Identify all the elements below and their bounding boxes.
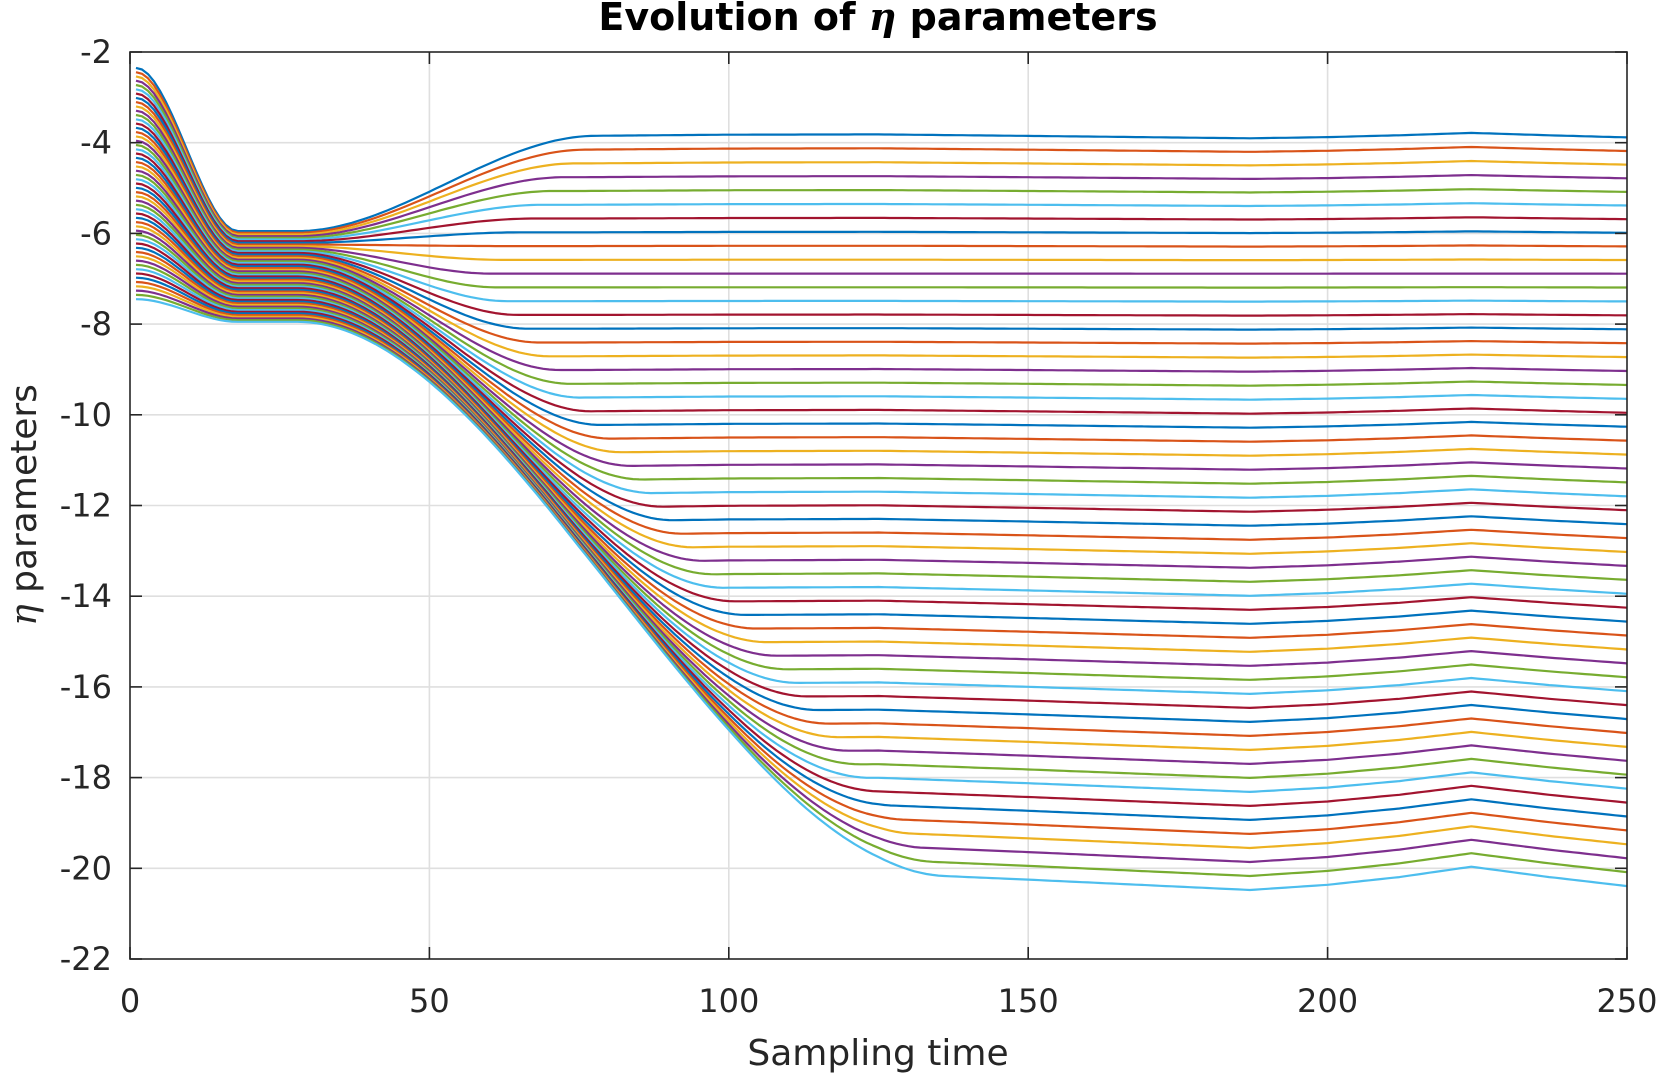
series-line: [135, 118, 1627, 303]
x-axis-label: Sampling time: [747, 1033, 1008, 1074]
series-line: [135, 225, 1628, 653]
series-line: [135, 92, 1628, 243]
series-line: [135, 182, 1628, 513]
series-line: [135, 293, 1628, 878]
x-tick-label: 250: [1596, 982, 1657, 1020]
series-line: [135, 143, 1628, 387]
series-line: [135, 221, 1628, 639]
series-line: [135, 83, 1628, 239]
y-tick-label: -12: [60, 487, 112, 525]
y-tick-label: -18: [60, 759, 112, 797]
series-line: [135, 105, 1627, 262]
y-tick-label: -6: [80, 214, 112, 252]
series-line: [135, 156, 1628, 429]
y-tick-label: -14: [60, 577, 112, 615]
y-tick-label: -16: [60, 668, 112, 706]
y-tick-label: -10: [60, 396, 112, 434]
series-line: [135, 298, 1628, 892]
chart-title: Evolution of η parameters: [598, 0, 1157, 39]
series-line: [135, 169, 1628, 471]
series-line: [135, 280, 1628, 835]
y-tick-label: -22: [60, 940, 112, 978]
series-line: [135, 272, 1628, 807]
series-line: [135, 238, 1628, 695]
series-line: [135, 255, 1628, 751]
series-line: [135, 71, 1628, 234]
series-line: [135, 178, 1628, 499]
series-line: [135, 173, 1628, 485]
series-line: [135, 250, 1628, 737]
series-line: [135, 152, 1628, 415]
series-line: [135, 268, 1628, 793]
series-line: [135, 161, 1628, 443]
series-line: [135, 135, 1628, 359]
series-line: [135, 122, 1628, 317]
series-line: [135, 229, 1628, 667]
series-line: [135, 75, 1628, 236]
series-group: [135, 66, 1628, 892]
series-line: [135, 212, 1628, 611]
series-line: [135, 148, 1628, 401]
series-line: [135, 208, 1628, 597]
series-line: [135, 199, 1628, 569]
series-line: [135, 276, 1628, 821]
series-line: [135, 191, 1628, 541]
y-tick-label: -4: [80, 124, 112, 162]
y-axis-label: η parameters: [4, 384, 45, 626]
x-tick-label: 0: [120, 982, 140, 1020]
series-line: [135, 246, 1628, 723]
series-line: [135, 195, 1628, 555]
series-line: [135, 113, 1627, 289]
series-line: [135, 96, 1628, 244]
x-tick-label: 150: [998, 982, 1059, 1020]
y-tick-labels: -2 -4 -6 -8 -10 -12 -14 -16 -18 -20 -22: [60, 33, 112, 978]
x-tick-label: 200: [1297, 982, 1358, 1020]
series-line: [135, 131, 1628, 345]
series-line: [135, 66, 1628, 233]
series-line: [135, 242, 1628, 709]
series-line: [135, 233, 1628, 681]
series-line: [135, 216, 1628, 625]
y-tick-label: -2: [80, 33, 112, 71]
series-line: [135, 259, 1628, 765]
series-line: [135, 203, 1628, 583]
series-line: [135, 139, 1628, 373]
series-line: [135, 186, 1628, 527]
x-tick-label: 100: [698, 982, 759, 1020]
series-line: [135, 289, 1628, 864]
ticks: [129, 51, 1628, 960]
series-line: [135, 126, 1628, 331]
y-tick-label: -8: [80, 305, 112, 343]
series-line: [135, 165, 1628, 457]
y-tick-label: -20: [60, 849, 112, 887]
series-line: [135, 88, 1628, 241]
x-tick-label: 50: [409, 982, 450, 1020]
series-line: [135, 263, 1628, 779]
x-tick-labels: 0 50 100 150 200 250: [120, 982, 1658, 1020]
series-line: [135, 101, 1627, 248]
series-line: [135, 109, 1627, 275]
series-line: [135, 79, 1628, 238]
series-line: [135, 285, 1628, 850]
